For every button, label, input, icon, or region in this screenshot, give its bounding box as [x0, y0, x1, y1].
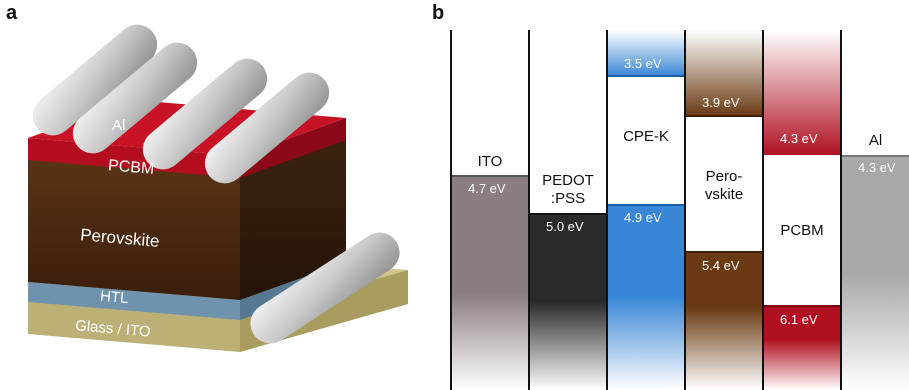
pcbm-side	[240, 118, 346, 178]
perov-name-line1: Pero-	[705, 168, 743, 185]
pedot-band	[530, 214, 606, 390]
pedot-name-line2: :PSS	[550, 190, 586, 207]
pcbm-lumo-band	[764, 30, 840, 156]
label-pcbm: PCBM	[107, 157, 155, 178]
perov-bottom-level: 5.4 eV	[702, 258, 740, 273]
perov-name: Pero- vskite	[686, 168, 762, 204]
column-separators	[450, 30, 842, 390]
perov-lumo-band	[686, 30, 762, 116]
label-glass-ito: Glass / ITO	[74, 317, 151, 341]
perovskite-front	[28, 158, 240, 300]
pcbm-top-level: 4.3 eV	[780, 131, 818, 146]
perovskite-side	[240, 138, 346, 300]
label-al: Al	[112, 117, 125, 134]
perov-name-line2: vskite	[704, 186, 744, 203]
panel-label-a: a	[6, 2, 18, 24]
pedot-level: 5.0 eV	[546, 219, 584, 234]
device-stack-illustration: Al PCBM Perovskite HTL Glass / ITO	[28, 24, 408, 352]
cpek-homo-band	[608, 205, 684, 390]
cpek-bottom-level: 4.9 eV	[624, 210, 662, 225]
label-htl: HTL	[99, 288, 129, 307]
htl-front	[28, 282, 240, 320]
cpek-top-level: 3.5 eV	[624, 56, 662, 71]
perov-homo-band	[686, 252, 762, 390]
al-electrodes	[32, 24, 330, 184]
al-name: Al	[868, 132, 883, 149]
ito-name: ITO	[477, 153, 503, 170]
ito-band	[452, 176, 528, 390]
al-band	[842, 156, 909, 390]
pcbm-name: PCBM	[780, 222, 824, 239]
cpek-name: CPE-K	[623, 128, 669, 145]
al-bottom-electrode	[250, 232, 400, 344]
panel-label-b: b	[432, 2, 445, 24]
pedot-name-line1: PEDOT	[542, 172, 594, 189]
perov-top-level: 3.9 eV	[702, 95, 740, 110]
ito-level: 4.7 eV	[468, 181, 506, 196]
pedot-name: PEDOT :PSS	[530, 172, 606, 208]
pcbm-bottom-level: 6.1 eV	[780, 312, 818, 327]
glass-ito-front	[28, 300, 240, 352]
pcbm-homo-band	[764, 306, 840, 390]
cpek-lumo-band	[608, 30, 684, 76]
al-level: 4.3 eV	[858, 160, 896, 175]
